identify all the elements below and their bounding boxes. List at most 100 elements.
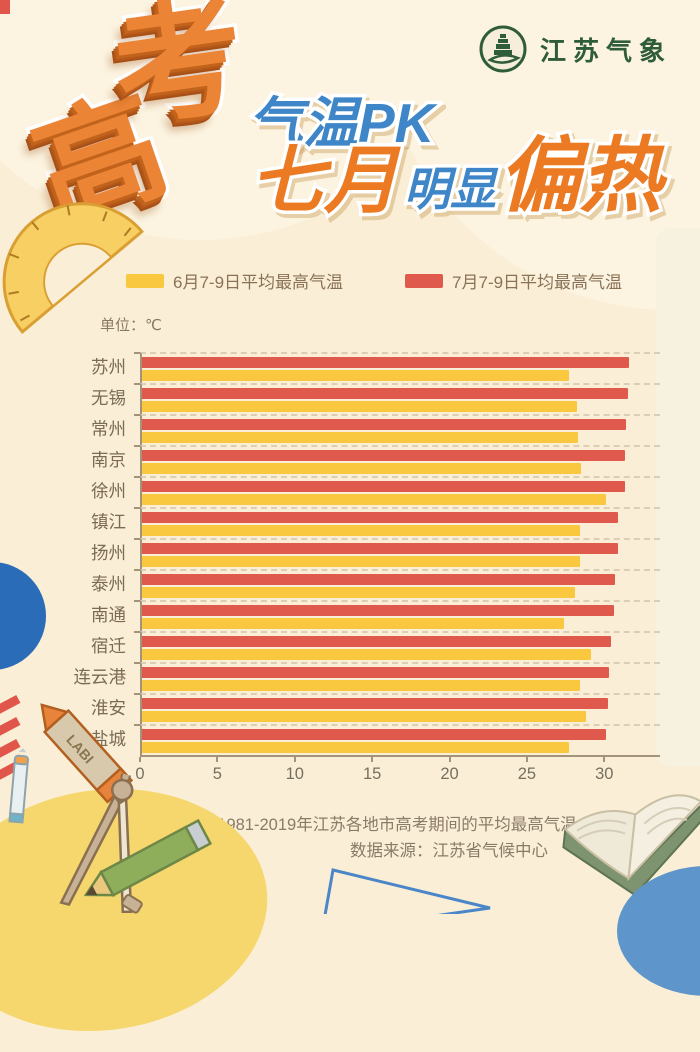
row-bars [134, 538, 660, 569]
row-bars [134, 445, 660, 476]
bar-june [142, 462, 582, 474]
city-label: 徐州 [91, 481, 126, 501]
x-tick-mark [293, 757, 296, 762]
bar-july [142, 449, 625, 461]
bar-july [142, 418, 627, 430]
x-tick-label: 15 [362, 765, 382, 783]
brand-name: 江苏气象 [539, 36, 672, 66]
bar-july [142, 666, 610, 678]
x-tick-label: 0 [135, 765, 145, 783]
bar-july [142, 728, 607, 740]
bar-july [142, 356, 630, 368]
july-swatch-icon [405, 273, 444, 288]
x-tick-mark [371, 757, 374, 762]
chart-row: 徐州 [0, 476, 662, 507]
footer-note: 注：图为1981-2019年江苏各地市高考期间的平均最高气温 数据来源：江苏省气… [120, 813, 608, 864]
bar-june [142, 369, 570, 381]
open-book-icon [562, 794, 700, 897]
city-label: 南通 [91, 605, 126, 625]
set-square-icon [323, 868, 491, 914]
meteorology-emblem-icon [479, 25, 527, 73]
x-tick-label: 5 [212, 765, 222, 783]
x-tick-mark [603, 757, 606, 762]
row-bars [134, 693, 660, 724]
row-bars [134, 383, 660, 414]
bar-july [142, 387, 628, 399]
june-swatch-icon [126, 273, 164, 288]
paper-edge-decoration [656, 228, 700, 766]
bar-june [142, 617, 565, 629]
x-tick-mark [216, 757, 219, 762]
chart-row: 淮安 [0, 693, 662, 724]
x-tick-label: 20 [440, 765, 459, 783]
chart-row: 南京 [0, 445, 662, 476]
chart-legend: 6月7-9日平均最高气温 7月7-9日平均最高气温 [126, 268, 622, 293]
city-label: 南京 [91, 450, 126, 470]
green-pencil-icon [83, 818, 213, 897]
bar-june [142, 524, 580, 536]
chart-row: 镇江 [0, 507, 662, 538]
row-bars [134, 414, 660, 445]
row-bars [134, 476, 660, 507]
chart-row: 南通 [0, 600, 662, 631]
city-label: 泰州 [91, 574, 126, 594]
city-label: 宿迁 [91, 636, 126, 656]
brand-logo: 江苏气象 [478, 24, 672, 74]
row-bars [134, 352, 660, 383]
x-tick-label: 10 [285, 765, 304, 783]
bar-june [142, 648, 591, 660]
row-bars [134, 569, 660, 600]
bar-june [142, 679, 580, 691]
bar-june [142, 741, 570, 753]
bar-june [142, 586, 576, 598]
corner-accent [0, 0, 10, 14]
bar-june [142, 431, 579, 443]
bar-july [142, 604, 614, 616]
x-tick-label: 25 [517, 765, 537, 783]
note-line1: 注：图为1981-2019年江苏各地市高考期间的平均最高气温 [151, 816, 577, 834]
city-label: 连云港 [73, 667, 127, 687]
chart-row: 扬州 [0, 538, 662, 569]
legend-label-june: 6月7-9日平均最高气温 [173, 273, 344, 292]
unit-label: 单位：℃ [100, 317, 162, 334]
headline-mingxian: 明显 [401, 163, 500, 216]
headline-july: 七月 [247, 139, 402, 222]
city-label: 苏州 [91, 357, 126, 377]
chart-row: 宿迁 [0, 631, 662, 662]
x-tick-mark [525, 757, 528, 762]
row-bars [134, 600, 660, 631]
city-label: 无锡 [91, 388, 126, 408]
headline-line2: 七月 明显 偏热 [247, 131, 666, 222]
bar-july [142, 542, 619, 554]
bar-july [142, 480, 625, 492]
title-char-kao: 考 [101, 0, 257, 147]
x-tick-mark [448, 757, 451, 762]
note-line2: 数据来源：江苏省气候中心 [350, 841, 548, 860]
legend-item-june: 6月7-9日平均最高气温 [126, 268, 343, 293]
chart-row: 苏州 [0, 352, 662, 383]
chart-row: 连云港 [0, 662, 662, 693]
bar-june [142, 555, 580, 567]
x-tick-label: 30 [595, 765, 614, 783]
bar-july [142, 511, 619, 523]
temperature-bar-chart: 苏州 无锡 常州 南京 徐州 镇江 扬州 泰州 南通 宿迁 连云港 淮安 盐城 0 5 10 15 20 25 30 [0, 352, 662, 791]
bar-june [142, 400, 577, 412]
x-tick-mark [139, 757, 141, 762]
city-label: 淮安 [91, 698, 126, 718]
legend-item-july: 7月7-9日平均最高气温 [405, 268, 622, 293]
bar-july [142, 573, 616, 585]
chart-rows: 苏州 无锡 常州 南京 徐州 镇江 扬州 泰州 南通 宿迁 连云港 淮安 盐城 [0, 352, 662, 755]
city-label: 镇江 [91, 512, 126, 532]
headline-pianre: 偏热 [495, 131, 666, 222]
row-bars [134, 724, 660, 755]
row-bars [134, 631, 660, 662]
row-bars [134, 662, 660, 693]
pencil-stub-icon [8, 748, 29, 824]
protractor-icon [2, 202, 144, 335]
row-bars [134, 507, 660, 538]
headline-line1: 气温PK [244, 89, 437, 158]
bar-june [142, 493, 607, 505]
city-label: 扬州 [91, 543, 126, 563]
chart-row: 泰州 [0, 569, 662, 600]
bar-july [142, 697, 608, 709]
